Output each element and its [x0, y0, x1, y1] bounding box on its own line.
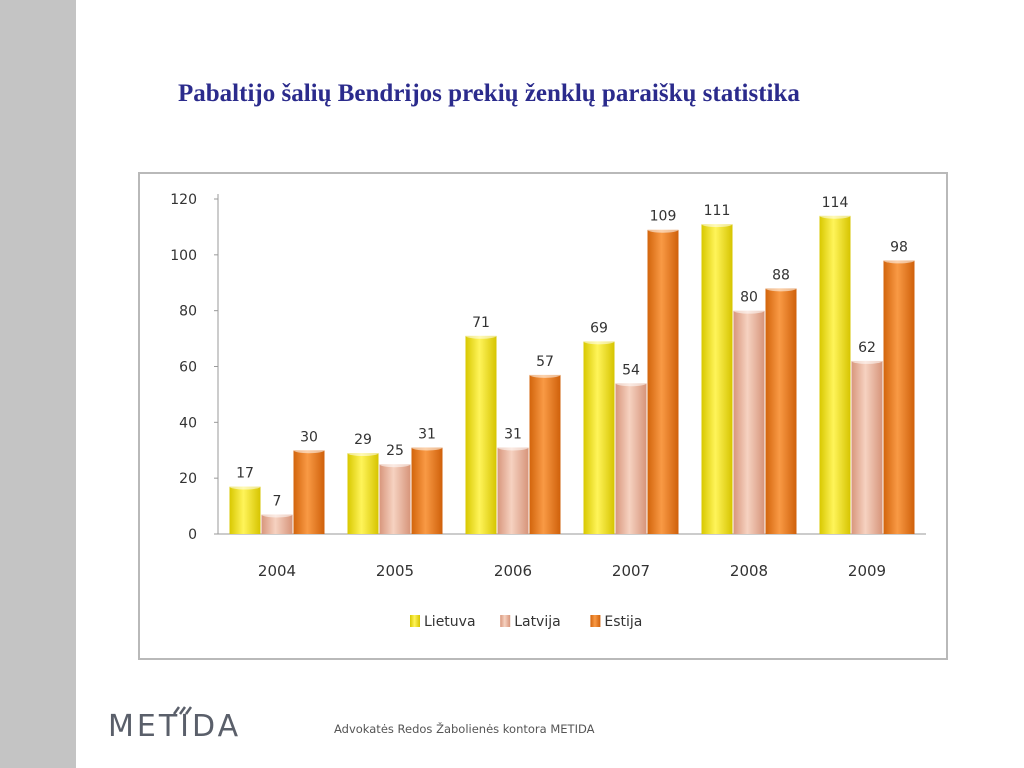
- bar-lietuva: [701, 224, 733, 534]
- bar-lietuva: [229, 486, 261, 534]
- y-tick-label: 40: [179, 415, 197, 431]
- y-tick-label: 0: [188, 527, 197, 543]
- bar-value-label: 111: [704, 203, 731, 219]
- bar-lietuva: [347, 453, 379, 534]
- bar-value-label: 54: [622, 362, 640, 378]
- x-tick-label: 2005: [376, 562, 414, 580]
- bar-estija: [883, 260, 915, 534]
- legend-swatch-latvija: [500, 615, 511, 627]
- bar-value-label: 98: [890, 239, 908, 255]
- side-band: [0, 0, 76, 768]
- y-tick-label: 100: [170, 248, 197, 264]
- bar-top-highlight: [883, 257, 915, 264]
- bar-top-highlight: [765, 285, 797, 292]
- chart-frame: 0 20 40 60 80 100 120 17 7 30 2004 29 25 31 2005 71 31 57…: [138, 172, 948, 660]
- bar-top-highlight: [851, 357, 883, 364]
- bar-value-label: 114: [822, 195, 849, 211]
- x-tick-label: 2009: [848, 562, 886, 580]
- bar-value-label: 30: [300, 429, 318, 445]
- bar-value-label: 69: [590, 320, 608, 336]
- bar-estija: [411, 447, 443, 534]
- bar-latvija: [851, 360, 883, 534]
- bar-estija: [293, 450, 325, 534]
- bar-top-highlight: [615, 380, 647, 387]
- y-tick-label: 60: [179, 360, 197, 376]
- metida-logo: METIDA: [108, 706, 241, 742]
- bar-value-label: 25: [386, 443, 404, 459]
- logo-accent-marks: [172, 706, 193, 715]
- bar-top-highlight: [411, 444, 443, 451]
- bar-top-highlight: [819, 212, 851, 219]
- bar-top-highlight: [497, 444, 529, 451]
- y-tick-label: 20: [179, 471, 197, 487]
- x-tick-label: 2007: [612, 562, 650, 580]
- bar-value-label: 31: [418, 426, 436, 442]
- bar-top-highlight: [733, 307, 765, 314]
- bar-value-label: 7: [273, 493, 282, 509]
- bar-top-highlight: [261, 511, 293, 518]
- logo-text: METIDA: [108, 709, 241, 742]
- bar-latvija: [733, 310, 765, 534]
- bar-value-label: 109: [650, 209, 677, 225]
- x-tick-label: 2004: [258, 562, 296, 580]
- legend-label: Latvija: [514, 614, 561, 630]
- slide-title: Pabaltijo šalių Bendrijos prekių ženklų …: [178, 80, 800, 107]
- bar-value-label: 80: [740, 290, 758, 306]
- bar-top-highlight: [583, 338, 615, 345]
- bar-top-highlight: [229, 483, 261, 490]
- bar-value-label: 62: [858, 340, 876, 356]
- bar-value-label: 17: [236, 466, 254, 482]
- bar-top-highlight: [379, 461, 411, 468]
- legend-swatch-estija: [590, 615, 601, 627]
- bar-estija: [647, 229, 679, 535]
- bar-latvija: [379, 464, 411, 534]
- bar-value-label: 71: [472, 315, 490, 331]
- bar-top-highlight: [529, 371, 561, 378]
- x-tick-label: 2008: [730, 562, 768, 580]
- x-tick-label: 2006: [494, 562, 532, 580]
- bar-chart: 0 20 40 60 80 100 120 17 7 30 2004 29 25 31 2005 71 31 57…: [170, 192, 926, 630]
- bar-latvija: [261, 514, 293, 534]
- y-tick-label: 80: [179, 304, 197, 320]
- bar-lietuva: [819, 215, 851, 534]
- footer-text: Advokatės Redos Žabolienės kontora METID…: [334, 722, 595, 736]
- bar-estija: [529, 374, 561, 534]
- bar-top-highlight: [701, 221, 733, 228]
- bar-value-label: 57: [536, 354, 554, 370]
- bar-value-label: 29: [354, 432, 372, 448]
- bar-lietuva: [583, 341, 615, 534]
- bar-estija: [765, 288, 797, 534]
- legend-swatch-lietuva: [410, 615, 420, 627]
- bar-latvija: [615, 383, 647, 534]
- bar-value-label: 31: [504, 426, 522, 442]
- bar-value-label: 88: [772, 267, 790, 283]
- bar-top-highlight: [293, 447, 325, 454]
- bar-lietuva: [465, 335, 497, 534]
- y-tick-label: 120: [170, 192, 197, 208]
- bar-top-highlight: [465, 332, 497, 339]
- legend-label: Estija: [604, 614, 642, 630]
- legend-label: Lietuva: [424, 614, 476, 630]
- bar-top-highlight: [647, 226, 679, 233]
- bar-top-highlight: [347, 450, 379, 457]
- bar-latvija: [497, 447, 529, 534]
